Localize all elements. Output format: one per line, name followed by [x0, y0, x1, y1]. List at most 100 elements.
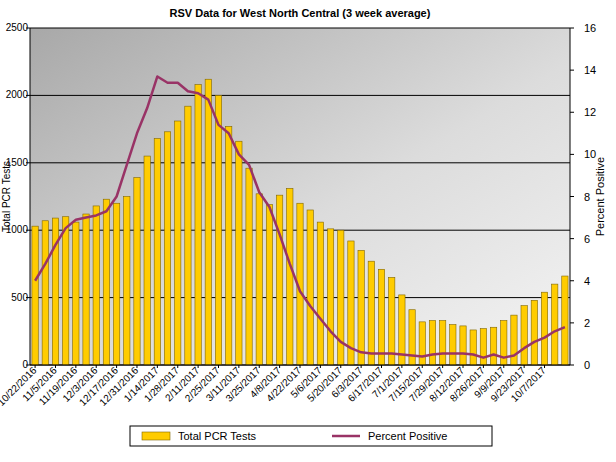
tick: [570, 365, 574, 366]
y2-axis: [570, 28, 571, 365]
legend: Total PCR Tests Percent Positive: [130, 426, 492, 446]
bar: [429, 321, 435, 365]
x-tick-label: 10/7/2017: [509, 364, 549, 404]
x-tick: [116, 365, 117, 368]
x-tick: [177, 365, 178, 368]
legend-swatch: [142, 432, 170, 440]
bar: [338, 230, 344, 365]
y2-tick-label: 0: [584, 359, 590, 371]
bar: [378, 269, 384, 365]
bar: [531, 300, 537, 365]
bar: [470, 330, 476, 365]
bar: [562, 276, 568, 365]
legend-swatch: [332, 435, 360, 438]
legend-label: Percent Positive: [368, 430, 447, 442]
grid-line: [30, 162, 570, 163]
x-tick: [340, 365, 341, 368]
bar: [164, 132, 170, 365]
bar: [236, 141, 242, 365]
x-tick: [157, 365, 158, 368]
tick: [570, 70, 574, 71]
bar: [327, 229, 333, 365]
y-tick-label: 2500: [6, 22, 29, 33]
bar: [490, 327, 496, 365]
y-axis: [30, 28, 31, 365]
bar: [276, 195, 282, 365]
bar: [154, 139, 160, 365]
bar: [287, 188, 293, 365]
x-tick: [483, 365, 484, 368]
bar: [541, 292, 547, 365]
x-tick: [524, 365, 525, 368]
y2-tick-label: 4: [584, 275, 590, 287]
legend-label: Total PCR Tests: [178, 430, 257, 442]
bar: [256, 194, 262, 365]
x-tick: [55, 365, 56, 368]
bar: [450, 325, 456, 365]
x-tick: [320, 365, 321, 368]
tick: [570, 112, 574, 113]
bar: [358, 250, 364, 365]
x-tick: [401, 365, 402, 368]
y2-label: Percent Positive: [594, 157, 606, 236]
bar: [144, 156, 150, 365]
tick: [570, 238, 574, 239]
x-tick: [463, 365, 464, 368]
x-tick: [259, 365, 260, 368]
x-tick: [75, 365, 76, 368]
tick: [570, 196, 574, 197]
bar: [73, 222, 79, 365]
background: [0, 0, 616, 462]
bar: [83, 214, 89, 365]
x-tick: [238, 365, 239, 368]
bar: [113, 203, 119, 365]
bar: [419, 322, 425, 365]
tick: [570, 280, 574, 281]
x-tick: [442, 365, 443, 368]
bar: [389, 277, 395, 365]
y2-tick-label: 6: [584, 233, 590, 245]
bar: [552, 284, 558, 365]
x-tick: [198, 365, 199, 368]
bar: [32, 226, 38, 365]
y-label: Total PCR Tests: [1, 161, 12, 232]
bar: [124, 197, 130, 366]
y2-tick-label: 16: [584, 22, 596, 34]
y2-tick-label: 8: [584, 191, 590, 203]
title: RSV Data for West North Central (3 week …: [170, 7, 431, 19]
bar: [215, 95, 221, 365]
tick: [570, 322, 574, 323]
bar: [460, 326, 466, 365]
legend-box: [130, 426, 492, 446]
bar: [175, 121, 181, 365]
bar: [63, 217, 69, 365]
x-tick: [279, 365, 280, 368]
bar: [480, 329, 486, 365]
x-tick: [218, 365, 219, 368]
bar: [521, 306, 527, 365]
y2-tick-label: 14: [584, 64, 596, 76]
bar: [103, 199, 109, 365]
x-tick: [96, 365, 97, 368]
x-tick: [300, 365, 301, 368]
bar: [205, 79, 211, 365]
x-tick: [422, 365, 423, 368]
bar: [185, 106, 191, 365]
y-tick-label: 500: [11, 292, 28, 303]
marks: [32, 76, 568, 365]
bar: [368, 261, 374, 365]
plot-area: [30, 28, 570, 365]
bar: [42, 221, 48, 365]
y-tick-label: 2000: [6, 89, 29, 100]
grid-line: [30, 95, 570, 96]
bar: [307, 210, 313, 365]
tick: [570, 154, 574, 155]
line: [35, 76, 565, 357]
bar: [439, 321, 445, 365]
grid-line: [30, 28, 570, 29]
x-tick: [361, 365, 362, 368]
x-tick: [136, 365, 137, 368]
bar: [226, 126, 232, 365]
x-tick: [35, 365, 36, 368]
bar: [511, 315, 517, 365]
